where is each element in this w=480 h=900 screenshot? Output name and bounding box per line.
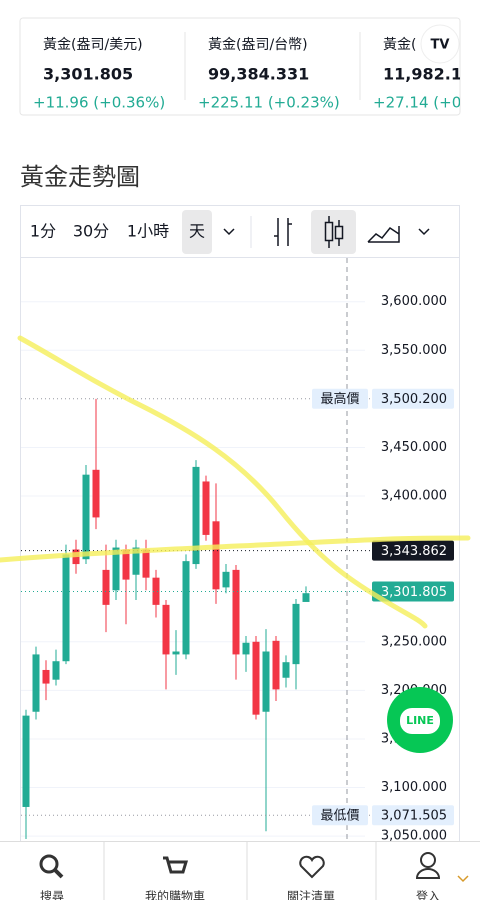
- candle-body: [102, 569, 110, 605]
- candle-body: [202, 481, 210, 535]
- candle-body: [262, 651, 270, 712]
- price-name-tag: [312, 388, 368, 409]
- scroll-chevron[interactable]: [457, 875, 469, 883]
- candle-body: [302, 593, 310, 602]
- line-bubble: [400, 708, 440, 734]
- axis-labels: 3,600.000 3,550.000 3,450.000 3,400.000 3,25…: [312, 294, 454, 844]
- candle-body: [242, 642, 250, 655]
- ticker-name: 黃金(盎司/美元): [43, 37, 143, 53]
- candle-body: [122, 549, 130, 580]
- bottom-nav: [0, 841, 480, 900]
- candle-body: [212, 521, 220, 590]
- ticker-price: 99,384.331: [208, 65, 309, 84]
- y-tick-label: 3,550.000: [381, 343, 447, 358]
- interval-button[interactable]: 天: [189, 222, 205, 241]
- candle-body: [62, 554, 70, 662]
- ticker-change: +11.96 (+0.36%): [33, 94, 165, 112]
- interval-button[interactable]: 1小時: [127, 222, 169, 241]
- candle-body: [112, 547, 120, 591]
- candle-body: [32, 654, 40, 712]
- user-icon: [415, 868, 441, 879]
- price-tag-label: 3,301.805: [381, 585, 447, 600]
- y-tick-label: 3,600.000: [381, 294, 447, 309]
- candle-body: [22, 715, 30, 807]
- candle-body: [92, 469, 100, 518]
- dropdown-icon[interactable]: [223, 228, 235, 236]
- nav-label[interactable]: 我的購物車: [145, 889, 205, 900]
- ticker-name: 黃金(: [383, 37, 416, 53]
- y-tick-label: 3,050.000: [381, 829, 447, 844]
- price-tag: [372, 388, 454, 409]
- candle-body: [82, 474, 90, 560]
- drawn-level-line: [0, 535, 471, 563]
- price-tag: [372, 581, 454, 602]
- candle-body: [52, 661, 60, 680]
- area-style-icon[interactable]: [367, 226, 400, 243]
- candle-style-icon: [334, 225, 344, 240]
- candle-body: [222, 571, 230, 588]
- nav-label[interactable]: 搜尋: [40, 889, 64, 900]
- price-name: 最高價: [320, 391, 359, 407]
- ticker-price: 3,301.805: [43, 65, 133, 84]
- price-name-tag: [312, 805, 368, 826]
- price-tag-label: 3,343.862: [381, 544, 447, 559]
- active-interval: [182, 210, 212, 254]
- plot: [21, 258, 372, 840]
- search-icon[interactable]: [39, 854, 59, 874]
- candle-body: [162, 604, 170, 655]
- price-tag-label: 3,071.505: [381, 809, 447, 824]
- y-tick-label: 3,450.000: [381, 440, 447, 455]
- ticker-price: 11,982.10: [383, 65, 473, 84]
- nav-label[interactable]: 關注清單: [287, 889, 335, 900]
- price-name: 最低價: [320, 809, 359, 824]
- line-label: LINE: [406, 714, 434, 727]
- interval-button[interactable]: 30分: [73, 222, 109, 241]
- candle-body: [192, 466, 200, 565]
- price-tag: [372, 805, 454, 826]
- candle-body: [292, 603, 300, 665]
- y-tick-label: 3,400.000: [381, 489, 447, 504]
- candle-body: [172, 651, 180, 655]
- search-icon: [53, 868, 64, 879]
- ticker-card[interactable]: 黃金( 11,982.10 +27.14 (+0: [373, 37, 473, 112]
- price-tag: [372, 540, 454, 561]
- ticker-card[interactable]: 黃金(盎司/美元) 3,301.805 +11.96 (+0.36%): [33, 37, 165, 112]
- heart-icon[interactable]: [299, 855, 325, 879]
- interval-button[interactable]: 1分: [30, 222, 56, 241]
- candle-body: [42, 669, 50, 684]
- ticker-name: 黃金(盎司/台幣): [208, 37, 308, 53]
- ticker-change: +225.11 (+0.23%): [198, 94, 340, 112]
- candle-body: [232, 569, 240, 655]
- candle-body: [132, 547, 140, 575]
- section-title: 黃金走勢圖: [20, 163, 140, 191]
- nav-label[interactable]: 登入: [416, 889, 440, 900]
- candle-body: [182, 561, 190, 655]
- bar-style-icon[interactable]: [274, 218, 292, 246]
- y-tick-label: 3,100.000: [381, 780, 447, 795]
- cart-icon[interactable]: [163, 856, 189, 874]
- dropdown-icon[interactable]: [418, 228, 430, 236]
- active-style: [311, 210, 356, 254]
- candle-style-icon: [324, 221, 334, 242]
- price-tag-label: 3,500.200: [381, 392, 447, 407]
- candle-body: [252, 641, 260, 715]
- candle-body: [152, 577, 160, 605]
- ticker-card[interactable]: 黃金(盎司/台幣) 99,384.331 +225.11 (+0.23%): [198, 37, 340, 112]
- tradingview-logo[interactable]: [420, 24, 460, 64]
- candle-body: [272, 640, 280, 690]
- tradingview-logo-mark: TV: [431, 38, 450, 53]
- y-tick-label: 3,250.000: [381, 634, 447, 649]
- drawn-trend-line: [17, 335, 428, 629]
- ticker-change: +27.14 (+0: [373, 94, 461, 112]
- ticker-bar: [19, 17, 461, 116]
- user-icon[interactable]: [420, 852, 436, 868]
- candle-body: [282, 662, 290, 678]
- candle-body: [142, 549, 150, 578]
